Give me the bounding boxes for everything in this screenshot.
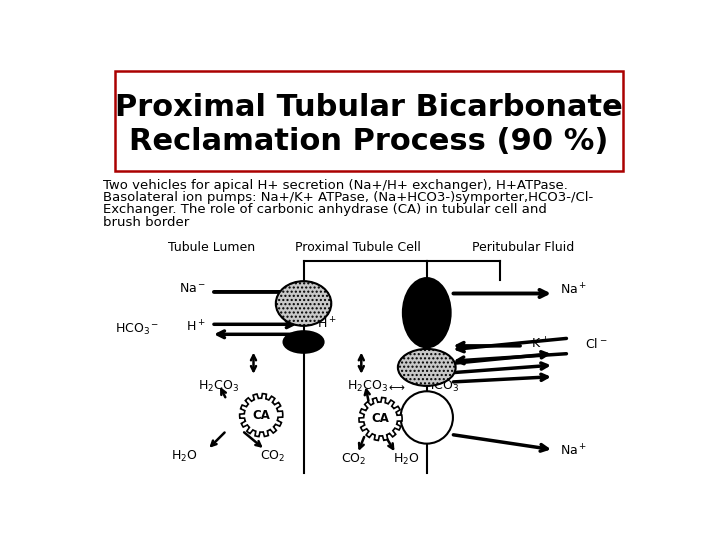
Text: K$^+$: K$^+$ xyxy=(531,336,549,351)
Text: brush border: brush border xyxy=(102,215,189,229)
Text: H$^+$: H$^+$ xyxy=(317,316,336,332)
Text: Peritubular Fluid: Peritubular Fluid xyxy=(472,241,574,254)
Ellipse shape xyxy=(400,392,453,444)
Text: CA: CA xyxy=(252,409,270,422)
Text: Basolateral ion pumps: Na+/K+ ATPase, (Na+HCO3-)symporter,HCO3-/Cl-: Basolateral ion pumps: Na+/K+ ATPase, (N… xyxy=(102,191,593,204)
Polygon shape xyxy=(240,394,283,437)
Text: Exchanger. The role of carbonic anhydrase (CA) in tubular cell and: Exchanger. The role of carbonic anhydras… xyxy=(102,204,546,217)
Ellipse shape xyxy=(398,349,456,386)
Text: Reclamation Process (90 %): Reclamation Process (90 %) xyxy=(130,127,608,156)
Ellipse shape xyxy=(276,281,331,326)
FancyBboxPatch shape xyxy=(115,71,623,171)
Text: H$_2$CO$_3$: H$_2$CO$_3$ xyxy=(198,379,239,394)
Text: H$_2$CO$_3$: H$_2$CO$_3$ xyxy=(347,379,388,394)
Text: CO$_2$: CO$_2$ xyxy=(260,448,285,463)
Text: Na$^+$: Na$^+$ xyxy=(560,282,588,298)
Text: CA: CA xyxy=(372,413,390,426)
Text: HCO$_3$$^-$: HCO$_3$$^-$ xyxy=(115,322,160,337)
Text: H$_2$O: H$_2$O xyxy=(171,448,197,463)
Text: HCO$_3$$^-$: HCO$_3$$^-$ xyxy=(424,379,468,394)
Text: $\longleftrightarrow$: $\longleftrightarrow$ xyxy=(386,382,406,392)
Ellipse shape xyxy=(403,278,451,347)
Text: Two vehicles for apical H+ secretion (Na+/H+ exchanger), H+ATPase.: Two vehicles for apical H+ secretion (Na… xyxy=(102,179,567,192)
Text: CO$_2$: CO$_2$ xyxy=(341,451,366,467)
Text: Proximal Tubule Cell: Proximal Tubule Cell xyxy=(294,241,420,254)
Text: Cl$^-$: Cl$^-$ xyxy=(585,336,607,350)
Polygon shape xyxy=(359,397,402,441)
Text: Tubule Lumen: Tubule Lumen xyxy=(168,241,255,254)
Ellipse shape xyxy=(284,331,323,353)
Text: Na$^-$: Na$^-$ xyxy=(179,281,206,295)
Text: Proximal Tubular Bicarbonate: Proximal Tubular Bicarbonate xyxy=(115,93,623,122)
Text: Na$^+$: Na$^+$ xyxy=(560,444,588,459)
Text: H$_2$O: H$_2$O xyxy=(392,451,419,467)
Text: H$^+$: H$^+$ xyxy=(186,319,206,334)
